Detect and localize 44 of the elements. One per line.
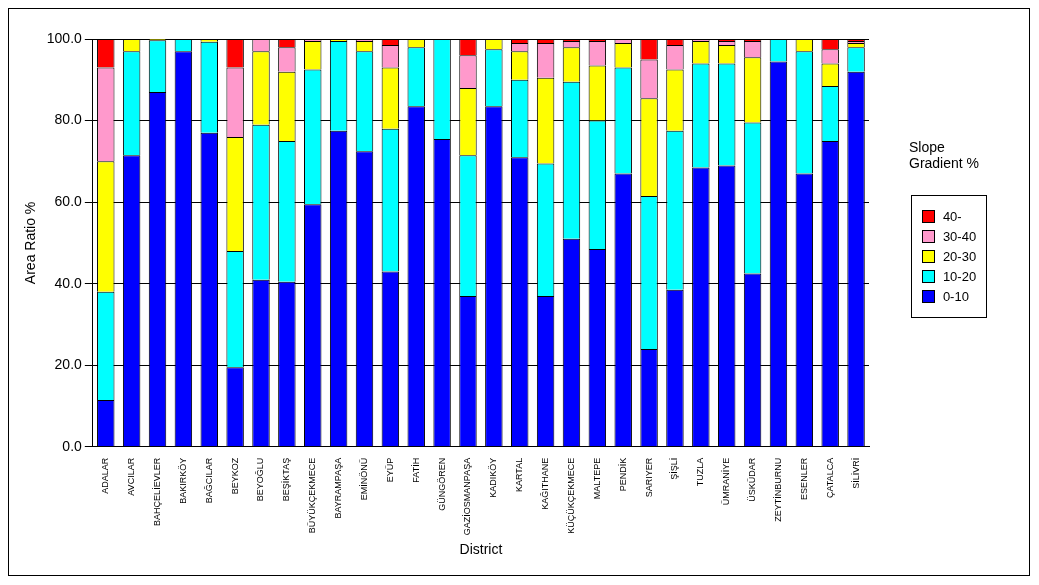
x-tick-label: EMİNÖNÜ bbox=[358, 457, 369, 501]
x-tick-label: EYÜP bbox=[384, 457, 395, 483]
x-tick-label: BEYOĞLU bbox=[255, 457, 266, 502]
x-tick-label: BAKIRKÖY bbox=[177, 457, 188, 504]
x-tick-label: ÜSKÜDAR bbox=[747, 457, 758, 502]
x-tick-label: ÇATALCA bbox=[824, 457, 835, 499]
x-tick-label: ÜMRANİYE bbox=[721, 457, 732, 506]
x-tick-label: KARTAL bbox=[514, 457, 525, 493]
y-tick-label: 20.0 bbox=[54, 356, 83, 373]
y-tick-label: 100.0 bbox=[46, 29, 83, 46]
y-tick-label: 80.0 bbox=[54, 111, 83, 128]
x-tick-label: SİLİVRİ bbox=[850, 457, 861, 489]
x-tick-label: BAHÇELİEVLER bbox=[152, 457, 162, 526]
x-tick-label: KAĞITHANE bbox=[540, 457, 551, 510]
y-tick-label: 0.0 bbox=[62, 437, 83, 454]
legend-label: 10-20 bbox=[942, 269, 977, 284]
x-tick-label: KÜÇÜKÇEKMECE bbox=[565, 457, 576, 534]
y-tick-label: 60.0 bbox=[54, 193, 83, 209]
x-tick-label: SARIYER bbox=[643, 457, 654, 498]
y-axis-title: Area Ratio % bbox=[22, 201, 39, 285]
x-tick-label: ZEYTİNBURNU bbox=[772, 457, 783, 522]
x-tick-label: AVCILAR bbox=[126, 457, 137, 496]
x-tick-label: GÜNGÖREN bbox=[436, 457, 447, 511]
x-tick-label: BEŞİKTAŞ bbox=[281, 457, 292, 502]
x-tick-label: MALTEPE bbox=[591, 457, 602, 500]
x-axis-title: District bbox=[459, 541, 503, 558]
text: 0-10 bbox=[942, 289, 969, 304]
x-tick-label: BÜYÜKÇEKMECE bbox=[307, 457, 318, 534]
x-tick-label: KADIKÖY bbox=[488, 457, 499, 498]
legend-label: 30-40 bbox=[942, 229, 977, 244]
legend-label: 40- bbox=[942, 209, 962, 224]
x-tick-label: FATİH bbox=[410, 457, 421, 483]
x-tick-label: ŞİŞLİ bbox=[669, 457, 680, 480]
legend-label: 20-30 bbox=[942, 249, 977, 264]
x-tick-label: BAYRAMPAŞA bbox=[333, 457, 344, 519]
legend-title: Slope Gradient % bbox=[909, 139, 981, 171]
x-tick-label: BEYKOZ bbox=[229, 457, 240, 495]
x-tick-label: ADALAR bbox=[100, 457, 111, 494]
x-tick-label: BAĞCILAR bbox=[203, 457, 214, 504]
x-tick-label: GAZİOSMANPAŞA bbox=[462, 457, 473, 536]
x-tick-label: ESENLER bbox=[798, 457, 809, 500]
x-tick-label: PENDİK bbox=[617, 457, 628, 492]
x-tick-label: TUZLA bbox=[695, 457, 706, 487]
y-tick-label: 40.0 bbox=[54, 274, 83, 291]
